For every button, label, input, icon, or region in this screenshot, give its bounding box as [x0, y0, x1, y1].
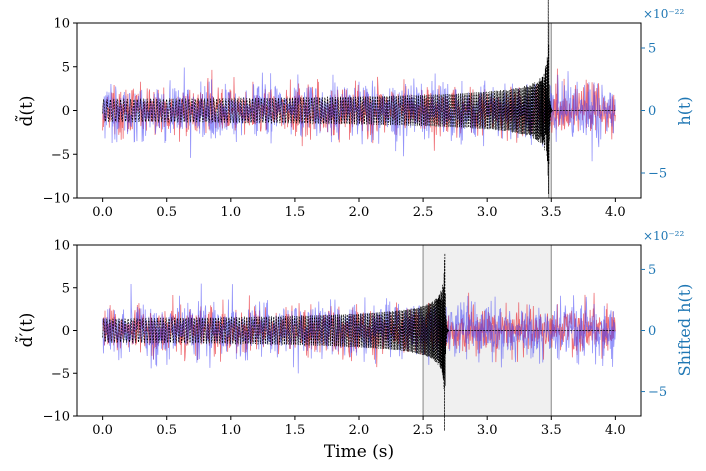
x-tick-label: 2.0: [349, 205, 370, 220]
x-tick-label: 4.0: [605, 205, 626, 220]
x-tick-label: 2.5: [413, 423, 434, 438]
x-tick-label: 3.0: [477, 423, 498, 438]
x-tick-label: 2.5: [413, 205, 434, 220]
top-y-axis-label: d̃(t): [15, 96, 37, 127]
top-panel: 0.0 0.5 1.0 1.5 2.0 2.5 3.0 3.5 4.0 −10 −5 0 5 10 −5…: [15, 0, 694, 220]
bottom-series: [102, 253, 616, 431]
series-chirp-signal: [102, 0, 616, 195]
y-tick-label: −10: [43, 410, 70, 425]
bottom-x-ticks: 0.0 0.5 1.0 1.5 2.0 2.5 3.0 3.5 4.0: [92, 416, 626, 438]
bottom-right-y-axis-label: Shifted h(t): [675, 284, 694, 377]
x-tick-label: 0.0: [92, 205, 113, 220]
x-axis-label: Time (s): [324, 442, 394, 462]
bottom-right-y-ticks: −5 0 5: [641, 263, 667, 400]
y-tick-label: 10: [53, 239, 70, 254]
bottom-y-ticks: −10 −5 0 5 10: [43, 239, 77, 425]
x-tick-label: 1.5: [285, 423, 306, 438]
x-tick-label: 0.0: [92, 423, 113, 438]
top-right-axis-multiplier: ×10⁻²²: [643, 7, 684, 21]
y-tick-label: 0: [62, 104, 70, 119]
right-y-tick-label: −5: [648, 385, 667, 400]
bottom-y-axis-label: d̃′(t): [15, 313, 37, 348]
x-tick-label: 1.0: [220, 423, 241, 438]
x-tick-label: 3.5: [541, 205, 562, 220]
y-tick-label: 5: [62, 60, 70, 75]
x-tick-label: 0.5: [156, 205, 177, 220]
top-x-ticks: 0.0 0.5 1.0 1.5 2.0 2.5 3.0 3.5 4.0: [92, 198, 626, 220]
y-tick-label: −10: [43, 192, 70, 207]
x-tick-label: 1.5: [285, 205, 306, 220]
top-series: [102, 0, 616, 195]
y-tick-label: 10: [53, 17, 70, 32]
top-y-ticks: −10 −5 0 5 10: [43, 17, 77, 207]
y-tick-label: −5: [51, 367, 70, 382]
right-y-tick-label: 5: [648, 42, 656, 57]
y-tick-label: 0: [62, 324, 70, 339]
x-tick-label: 2.0: [349, 423, 370, 438]
y-tick-label: −5: [51, 148, 70, 163]
bottom-panel: 0.0 0.5 1.0 1.5 2.0 2.5 3.0 3.5 4.0 −10 −5 0 5 10 −5…: [15, 229, 694, 462]
right-y-tick-label: −5: [648, 167, 667, 182]
x-tick-label: 4.0: [605, 423, 626, 438]
x-tick-label: 3.5: [541, 423, 562, 438]
series-chirp-signal: [102, 253, 616, 431]
x-tick-label: 0.5: [156, 423, 177, 438]
right-y-tick-label: 5: [648, 263, 656, 278]
right-y-tick-label: 0: [648, 324, 656, 339]
bottom-right-axis-multiplier: ×10⁻²²: [643, 229, 684, 243]
top-right-y-ticks: −5 0 5: [641, 42, 667, 182]
x-tick-label: 1.0: [220, 205, 241, 220]
x-tick-label: 3.0: [477, 205, 498, 220]
top-right-y-axis-label: h(t): [675, 96, 694, 125]
right-y-tick-label: 0: [648, 104, 656, 119]
y-tick-label: 5: [62, 281, 70, 296]
